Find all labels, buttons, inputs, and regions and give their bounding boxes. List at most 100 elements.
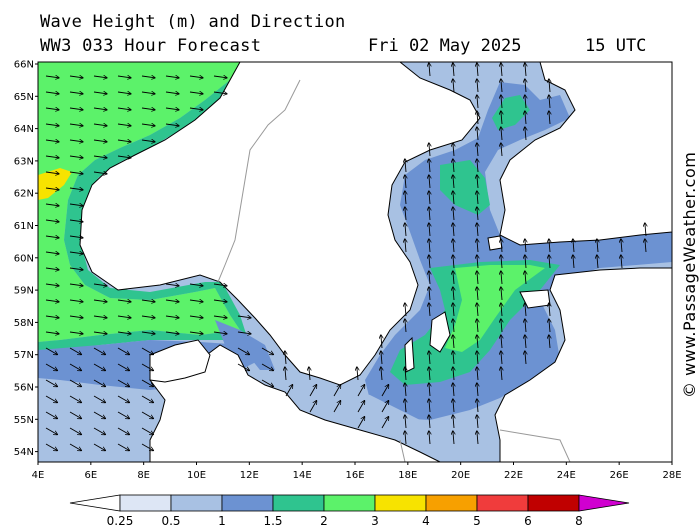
wave-direction-arrow: [477, 415, 478, 429]
wave-direction-arrow: [525, 319, 526, 333]
wave-direction-arrow: [309, 385, 317, 397]
wave-direction-arrow: [93, 443, 105, 451]
wave-direction-arrow: [477, 335, 478, 349]
wave-direction-arrow: [141, 108, 155, 110]
wave-direction-arrow: [237, 332, 251, 334]
wave-height-legend: 0.25 0.5 1 1.5 2 3 4 5 6 8: [69, 494, 630, 528]
wave-direction-arrow: [357, 401, 365, 413]
wave-direction-arrow: [453, 207, 454, 221]
wave-direction-arrow: [45, 204, 59, 206]
wave-direction-arrow: [429, 223, 430, 237]
wave-direction-arrow: [45, 172, 59, 174]
wave-direction-arrow: [429, 383, 430, 397]
lon-label: 16E: [345, 470, 364, 481]
wave-direction-arrow: [93, 300, 107, 302]
wave-direction-arrow: [45, 443, 57, 451]
wave-direction-arrow: [213, 284, 227, 286]
wave-direction-arrow: [453, 63, 454, 77]
wave-direction-arrow: [141, 379, 153, 387]
wave-direction-arrow: [477, 287, 478, 301]
wave-direction-arrow: [45, 379, 57, 387]
wave-direction-arrow: [477, 383, 478, 397]
wave-direction-arrow: [501, 319, 502, 333]
wave-direction-arrow: [93, 92, 107, 94]
wave-direction-arrow: [405, 383, 406, 397]
wave-direction-arrow: [93, 427, 105, 435]
wave-direction-arrow: [93, 347, 105, 355]
wave-direction-arrow: [141, 347, 153, 355]
land-baltics: [494, 267, 672, 462]
wave-direction-arrow: [165, 284, 179, 286]
wave-direction-arrow: [165, 316, 179, 318]
wave-direction-arrow: [117, 379, 129, 387]
wave-direction-arrow: [477, 207, 478, 221]
wave-direction-arrow: [189, 284, 203, 286]
lon-label: 22E: [504, 470, 523, 481]
wave-direction-arrow: [93, 411, 105, 419]
wave-direction-arrow: [597, 239, 598, 253]
lat-label: 61N: [14, 221, 34, 232]
wave-direction-arrow: [477, 303, 478, 317]
wave-direction-arrow: [429, 207, 430, 221]
wave-direction-arrow: [141, 427, 153, 435]
wave-direction-arrow: [117, 92, 131, 94]
wave-direction-arrow: [69, 379, 81, 387]
lat-label: 59N: [14, 286, 34, 297]
wave-direction-arrow: [141, 316, 155, 318]
wave-direction-arrow: [285, 351, 286, 365]
wave-direction-arrow: [453, 415, 454, 429]
wave-direction-arrow: [93, 140, 107, 142]
wave-direction-arrow: [93, 316, 107, 318]
wave-direction-arrow: [165, 124, 179, 126]
wave-direction-arrow: [93, 363, 105, 371]
wave-direction-arrow: [213, 92, 227, 94]
wave-zone-15m-skagerrak: [215, 320, 275, 370]
legend-swatch: [272, 494, 325, 512]
wave-direction-arrow: [429, 415, 430, 429]
wave-direction-arrow: [549, 239, 550, 253]
wave-direction-arrow: [573, 239, 574, 253]
land-gotland: [429, 311, 451, 353]
wave-direction-arrow: [381, 367, 382, 381]
wave-direction-arrow: [549, 95, 550, 109]
wave-direction-arrow: [453, 367, 454, 381]
wave-direction-arrow: [45, 395, 57, 403]
wave-direction-arrow: [525, 255, 526, 269]
wave-direction-arrow: [525, 63, 526, 77]
wave-direction-arrow: [501, 239, 502, 253]
lat-label: 60N: [14, 253, 34, 264]
wave-direction-arrow: [165, 76, 179, 78]
wave-direction-arrow: [189, 332, 203, 334]
wave-direction-arrow: [501, 127, 502, 141]
wave-direction-arrow: [117, 76, 131, 78]
legend-swatch: [476, 494, 529, 512]
wave-direction-arrow: [429, 287, 430, 301]
wave-direction-arrow: [525, 79, 526, 93]
lon-label: 20E: [451, 470, 470, 481]
wave-direction-arrow: [93, 284, 107, 286]
wave-direction-arrow: [501, 255, 502, 269]
wave-direction-arrow: [453, 351, 454, 365]
wave-direction-arrow: [405, 207, 406, 221]
border-germany-poland: [399, 429, 571, 462]
lon-label: 10E: [187, 470, 206, 481]
wave-direction-arrow: [477, 239, 478, 253]
lon-label: 12E: [240, 470, 259, 481]
wave-direction-arrow: [69, 172, 83, 174]
lat-label: 57N: [14, 350, 34, 361]
wave-direction-arrow: [429, 63, 430, 77]
wave-direction-arrow: [69, 220, 83, 222]
land-jutland: [149, 339, 211, 383]
wave-direction-arrow: [69, 156, 83, 158]
wave-direction-arrow: [45, 332, 59, 334]
wave-direction-arrow: [405, 303, 406, 317]
wave-direction-arrow: [405, 191, 406, 205]
wave-direction-arrow: [285, 367, 286, 381]
lon-label: 18E: [398, 470, 417, 481]
wave-direction-arrow: [213, 316, 227, 318]
wave-direction-arrow: [285, 385, 293, 397]
legend-label: 5: [473, 514, 481, 525]
wave-direction-arrow: [333, 385, 341, 397]
